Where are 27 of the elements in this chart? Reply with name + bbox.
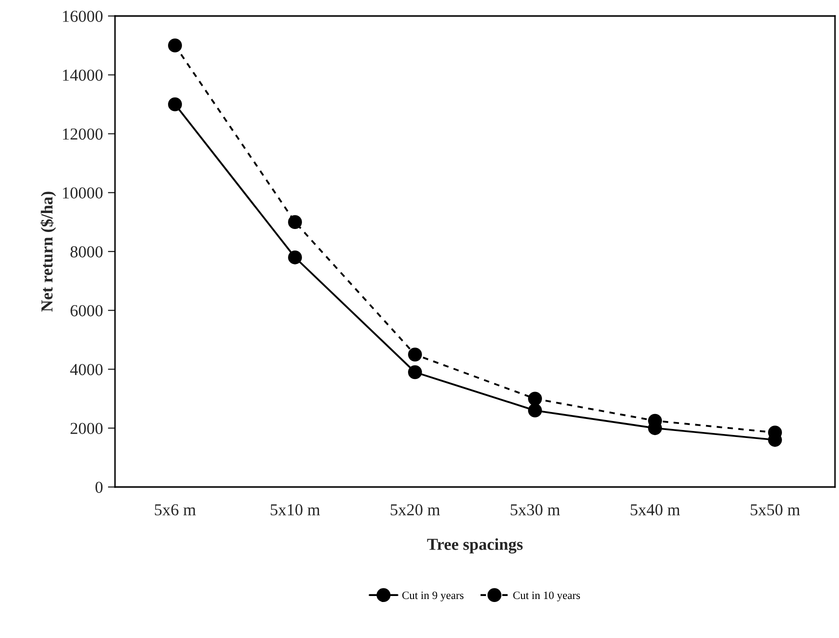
x-axis-title: Tree spacings: [427, 538, 523, 554]
x-tick-label: 5x50 m: [750, 504, 800, 516]
point: [288, 215, 302, 230]
legend-label: Cut in 9 years: [402, 592, 464, 602]
point: [168, 38, 182, 52]
point: [528, 392, 542, 406]
x-tick-label: 5x10 m: [270, 504, 320, 516]
point: [528, 404, 542, 418]
y-tick-label: 8000: [70, 246, 103, 258]
y-tick-label: 6000: [70, 305, 103, 316]
x-tick-label: 5x30 m: [510, 504, 560, 516]
y-tick-label: 10000: [62, 187, 103, 199]
y-tick-label: 0: [95, 482, 103, 493]
y-tick-label: 16000: [62, 10, 103, 22]
legend-label: Cut in 10 years: [513, 592, 580, 602]
y-axis-title: Net return ($/ha): [40, 192, 56, 312]
x-tick-label: 5x6 m: [154, 504, 196, 516]
y-tick-label: 2000: [70, 422, 103, 434]
x-tick-label: 5x40 m: [630, 504, 680, 516]
point: [408, 365, 422, 380]
x-tick-label: 5x20 m: [390, 504, 440, 516]
point: [168, 97, 182, 112]
y-tick-label: 4000: [70, 364, 103, 376]
y-tick-label: 14000: [62, 70, 103, 81]
point: [288, 250, 302, 264]
point: [408, 348, 422, 362]
y-tick-label: 12000: [62, 128, 103, 140]
